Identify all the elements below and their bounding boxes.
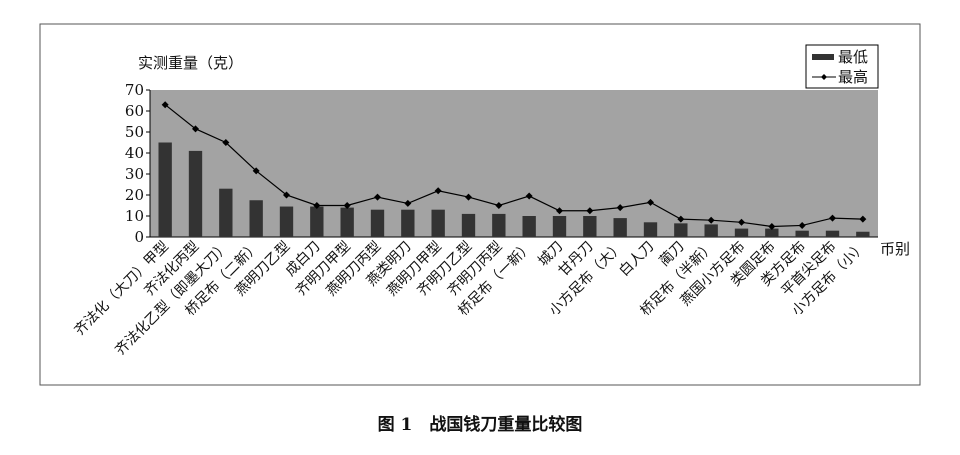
marker — [343, 202, 351, 209]
marker — [586, 207, 594, 215]
bar — [219, 188, 233, 237]
marker — [222, 139, 230, 146]
marker — [313, 202, 321, 209]
bar — [431, 209, 445, 237]
marker — [738, 218, 745, 226]
marker — [647, 198, 654, 206]
marker — [525, 192, 533, 200]
bar — [310, 206, 324, 237]
bar — [370, 209, 385, 237]
y-tick-label: 0 — [134, 228, 144, 246]
marker — [677, 215, 685, 223]
y-tick-label: 70 — [125, 81, 144, 99]
bar — [583, 216, 597, 237]
marker — [768, 223, 776, 230]
bar — [401, 209, 415, 237]
marker — [495, 202, 503, 209]
marker — [829, 214, 836, 222]
marker — [798, 221, 806, 229]
bar — [279, 206, 294, 237]
y-tick-label: 10 — [125, 207, 144, 225]
bar — [704, 224, 718, 237]
y-tick-label: 20 — [125, 186, 144, 204]
bar — [340, 207, 354, 237]
bar — [158, 142, 172, 237]
legend-swatch — [812, 54, 834, 60]
bar — [734, 228, 749, 237]
marker — [434, 187, 442, 195]
bar — [522, 216, 536, 237]
marker — [465, 193, 472, 201]
y-tick-label: 50 — [125, 123, 144, 141]
bar — [643, 222, 658, 237]
y-tick-label: 30 — [125, 165, 144, 183]
x-axis-label: 币别 — [880, 240, 910, 258]
marker — [252, 167, 260, 175]
bar — [188, 150, 203, 237]
y-tick-label: 60 — [125, 102, 144, 120]
marker — [192, 125, 199, 133]
bar — [795, 230, 809, 237]
bar — [674, 223, 688, 237]
bar — [492, 213, 506, 237]
legend-label: 最高 — [838, 68, 868, 86]
y-axis-label: 实测重量（克） — [138, 54, 243, 72]
legend-box — [805, 44, 879, 89]
bar — [249, 200, 263, 237]
marker — [859, 215, 867, 223]
bar — [461, 213, 476, 237]
caption: 图 1 战国钱刀重量比较图 — [378, 414, 583, 435]
bar — [856, 231, 870, 237]
marker — [374, 193, 381, 201]
marker — [161, 101, 169, 109]
legend-swatch — [821, 74, 827, 80]
line — [164, 104, 863, 228]
marker — [404, 199, 412, 207]
marker — [616, 204, 624, 212]
marker — [556, 207, 563, 215]
marker — [707, 216, 715, 224]
bar — [825, 230, 840, 237]
bar — [765, 228, 779, 237]
bar — [613, 218, 627, 237]
y-tick-label: 40 — [125, 144, 144, 162]
bar — [552, 216, 567, 237]
marker — [283, 191, 290, 199]
plot-area — [150, 90, 878, 237]
legend-label: 最低 — [838, 48, 868, 66]
